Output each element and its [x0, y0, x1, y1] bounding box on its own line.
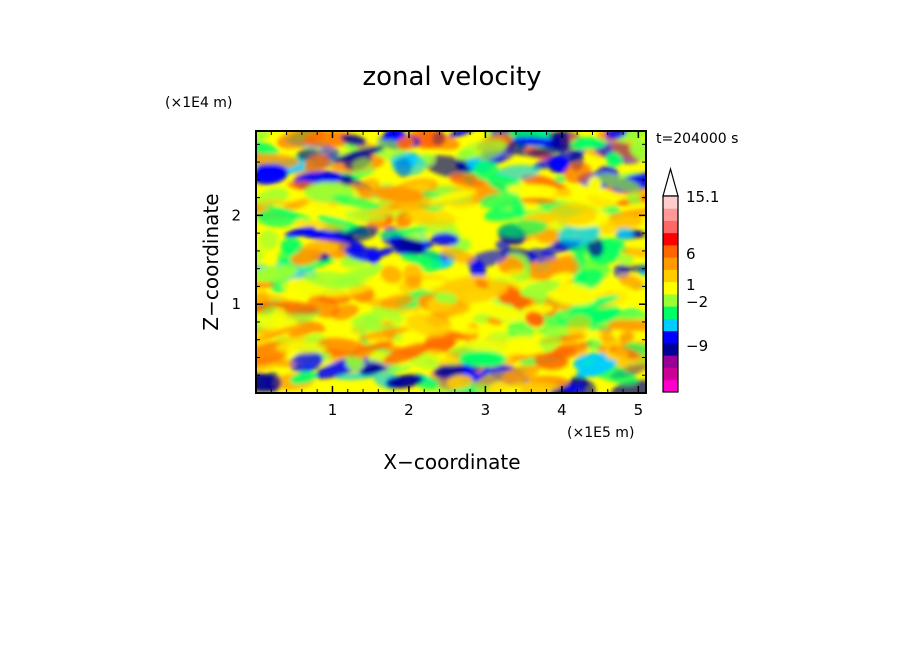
x-tick-label: 1 — [328, 401, 338, 419]
y-unit-label: (×1E4 m) — [165, 95, 232, 111]
chart-title: zonal velocity — [362, 62, 541, 92]
plot-frame — [255, 130, 647, 394]
colorbar-frame — [662, 195, 679, 393]
colorbar-swatch — [663, 355, 678, 368]
colorbar-swatch — [663, 220, 678, 234]
colorbar-swatch — [663, 367, 678, 381]
x-tick-label: 4 — [557, 401, 567, 419]
velocity-field — [256, 131, 646, 393]
colorbar: 15.1 6 1−2 −9 — [662, 166, 719, 393]
colorbar-swatch — [663, 330, 678, 344]
axes: 1 2 3 4 5 1 2 — [231, 131, 646, 419]
colorbar-swatch — [663, 281, 678, 295]
time-label: t=204000 s — [656, 131, 738, 147]
colorbar-swatch — [663, 294, 678, 307]
colorbar-swatch — [663, 379, 678, 393]
x-tick-label: 5 — [634, 401, 644, 419]
colorbar-swatch — [663, 196, 678, 209]
colorbar-swatch — [663, 257, 678, 270]
colorbar-swatch — [663, 269, 678, 283]
y-tick-label: 1 — [231, 295, 241, 313]
x-unit-label: (×1E5 m) — [567, 425, 634, 441]
colorbar-label: 15.1 — [686, 188, 719, 206]
colorbar-swatch — [663, 208, 678, 221]
colorbar-label: 1 — [686, 276, 696, 294]
y-axis-label: Z−coordinate — [199, 193, 223, 330]
colorbar-swatch — [663, 232, 678, 246]
x-axis-label: X−coordinate — [383, 450, 520, 474]
colorbar-swatch — [663, 343, 678, 356]
colorbar-swatch — [663, 245, 678, 258]
colorbar-label: −9 — [686, 337, 708, 355]
colorbar-label: −2 — [686, 293, 708, 311]
colorbar-swatch — [663, 318, 678, 332]
colorbar-extend-arrow — [662, 166, 679, 197]
x-tick-label: 3 — [481, 401, 491, 419]
colorbar-swatch — [663, 306, 678, 319]
colorbar-label: 6 — [686, 245, 696, 263]
x-tick-label: 2 — [404, 401, 414, 419]
y-tick-label: 2 — [231, 206, 241, 224]
